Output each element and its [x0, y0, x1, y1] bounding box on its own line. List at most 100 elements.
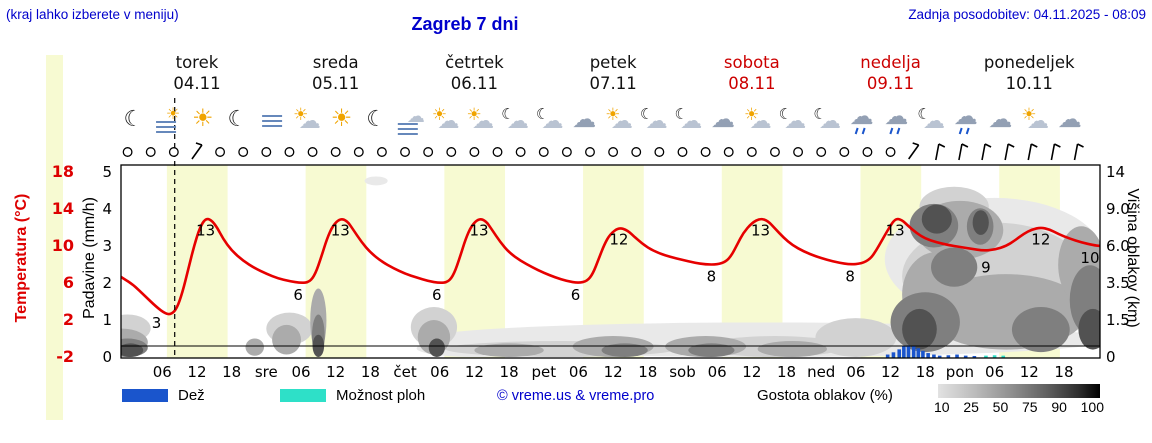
temp-value-label: 6	[571, 286, 581, 304]
svg-text:☀: ☀	[432, 105, 447, 125]
cloud-blob	[921, 204, 952, 234]
svg-text:☀: ☀	[744, 105, 759, 125]
shower-bar	[1001, 355, 1006, 358]
wind-calm-icon	[284, 147, 295, 157]
temp-value-label: 12	[1031, 231, 1050, 249]
svg-text:☀: ☀	[166, 104, 180, 123]
day-name-label: četrtek	[445, 53, 504, 72]
cloud-density-legend-label: Gostota oblakov (%)	[757, 387, 893, 404]
x-tick-label: 06	[153, 363, 172, 381]
daylight-band	[166, 165, 228, 358]
rain-legend-label: Dež	[178, 387, 205, 404]
day-name-label: nedelja	[860, 53, 921, 72]
wind-calm-icon	[862, 147, 873, 157]
wind-barb-icon	[984, 143, 992, 148]
wind-barb-icon	[1030, 143, 1038, 148]
shower-bar	[992, 355, 997, 358]
x-tick-label: 12	[1020, 363, 1039, 381]
svg-text:☁: ☁	[299, 109, 321, 134]
rain-bar	[932, 354, 936, 358]
wind-calm-icon	[723, 147, 734, 157]
partly-icon: ☀☁	[605, 105, 633, 134]
wind-calm-icon	[770, 147, 780, 157]
density-tick-label: 90	[1051, 399, 1067, 415]
svg-text:☀: ☀	[467, 105, 482, 125]
svg-text:☁: ☁	[611, 109, 633, 134]
svg-text:☁: ☁	[472, 109, 494, 134]
wind-calm-icon	[746, 147, 757, 157]
wind-calm-icon	[885, 147, 896, 157]
rain-icon: ☁	[954, 102, 978, 135]
day-date-label: 05.11	[312, 74, 359, 93]
x-tick-label: 06	[291, 363, 310, 381]
x-tick-label: 06	[708, 363, 727, 381]
wind-calm-icon	[585, 147, 595, 157]
x-tick-label: 18	[916, 363, 935, 381]
rain-bar	[946, 355, 951, 358]
temp-value-label: 6	[432, 286, 442, 304]
svg-text:☁: ☁	[850, 102, 874, 130]
temp-value-label: 10	[1080, 249, 1099, 267]
day-name-label: sreda	[313, 53, 359, 72]
svg-text:☁: ☁	[646, 109, 668, 134]
rain-bar	[916, 348, 921, 358]
svg-text:☁: ☁	[542, 109, 564, 134]
moon-icon: ☾	[228, 107, 248, 132]
wind-calm-icon	[145, 147, 156, 157]
wind-calm-icon	[816, 147, 827, 157]
temp-tick-label: 18	[52, 162, 74, 181]
cloud-icon: ☁	[1058, 105, 1082, 133]
cloud-blob	[601, 343, 648, 358]
shower-bar	[984, 355, 988, 358]
cloud-tick-label: 0	[1106, 348, 1116, 366]
svg-text:☀: ☀	[293, 105, 308, 125]
temp-tick-label: 2	[63, 310, 74, 329]
temp-tick-label: 6	[63, 273, 74, 292]
rain-bar	[911, 346, 916, 358]
wind-barb-icon	[1007, 143, 1015, 148]
wind-calm-icon	[238, 147, 249, 157]
x-tick-label: 18	[361, 363, 380, 381]
wind-barb-icon	[958, 143, 963, 161]
svg-text:☁: ☁	[680, 109, 702, 134]
x-tick-label: pet	[531, 363, 556, 381]
rain-legend-swatch	[122, 389, 168, 402]
wind-arrow-icon	[912, 142, 919, 146]
wind-calm-icon	[261, 147, 272, 157]
wind-calm-icon	[122, 147, 133, 157]
cloud-icon: ☁	[572, 105, 596, 133]
x-tick-label: 06	[985, 363, 1004, 381]
day-name-label: sobota	[724, 53, 780, 72]
svg-text:☾: ☾	[366, 107, 386, 132]
left-day-strip	[46, 55, 63, 420]
partly-icon: ☀☁	[1021, 105, 1049, 134]
cloud-blob	[272, 324, 301, 355]
credit-link[interactable]: © vreme.us & vreme.pro	[497, 388, 655, 404]
x-tick-label: 18	[1054, 363, 1073, 381]
density-tick-label: 10	[934, 399, 950, 415]
svg-text:☁: ☁	[507, 109, 529, 134]
svg-text:☁: ☁	[819, 109, 841, 134]
wind-calm-icon	[515, 147, 526, 157]
x-tick-label: 18	[222, 363, 241, 381]
x-tick-label: 18	[500, 363, 519, 381]
temp-value-label: 13	[886, 221, 905, 239]
svg-text:☀: ☀	[331, 104, 353, 132]
x-tick-label: 12	[742, 363, 761, 381]
fog-cloud-icon: ☁	[397, 106, 425, 135]
day-name-label: ponedeljek	[984, 53, 1075, 72]
cloud-icon: ☁	[711, 105, 735, 133]
day-date-label: 07.11	[589, 74, 636, 93]
wind-barb-icon	[961, 143, 969, 148]
rain-icon: ☁	[884, 102, 908, 135]
rain-bar	[937, 355, 942, 358]
day-date-label: 04.11	[173, 74, 220, 93]
cloud-tick-label: 3.5	[1106, 274, 1130, 292]
cloud-blob	[1011, 307, 1070, 353]
wind-calm-icon	[446, 147, 457, 157]
location-hint: (kraj lahko izberete v meniju)	[6, 7, 179, 22]
rain-bar	[921, 350, 925, 358]
wind-calm-icon	[654, 147, 665, 157]
showers-legend-swatch	[280, 389, 326, 402]
plot-layer	[121, 176, 1100, 358]
